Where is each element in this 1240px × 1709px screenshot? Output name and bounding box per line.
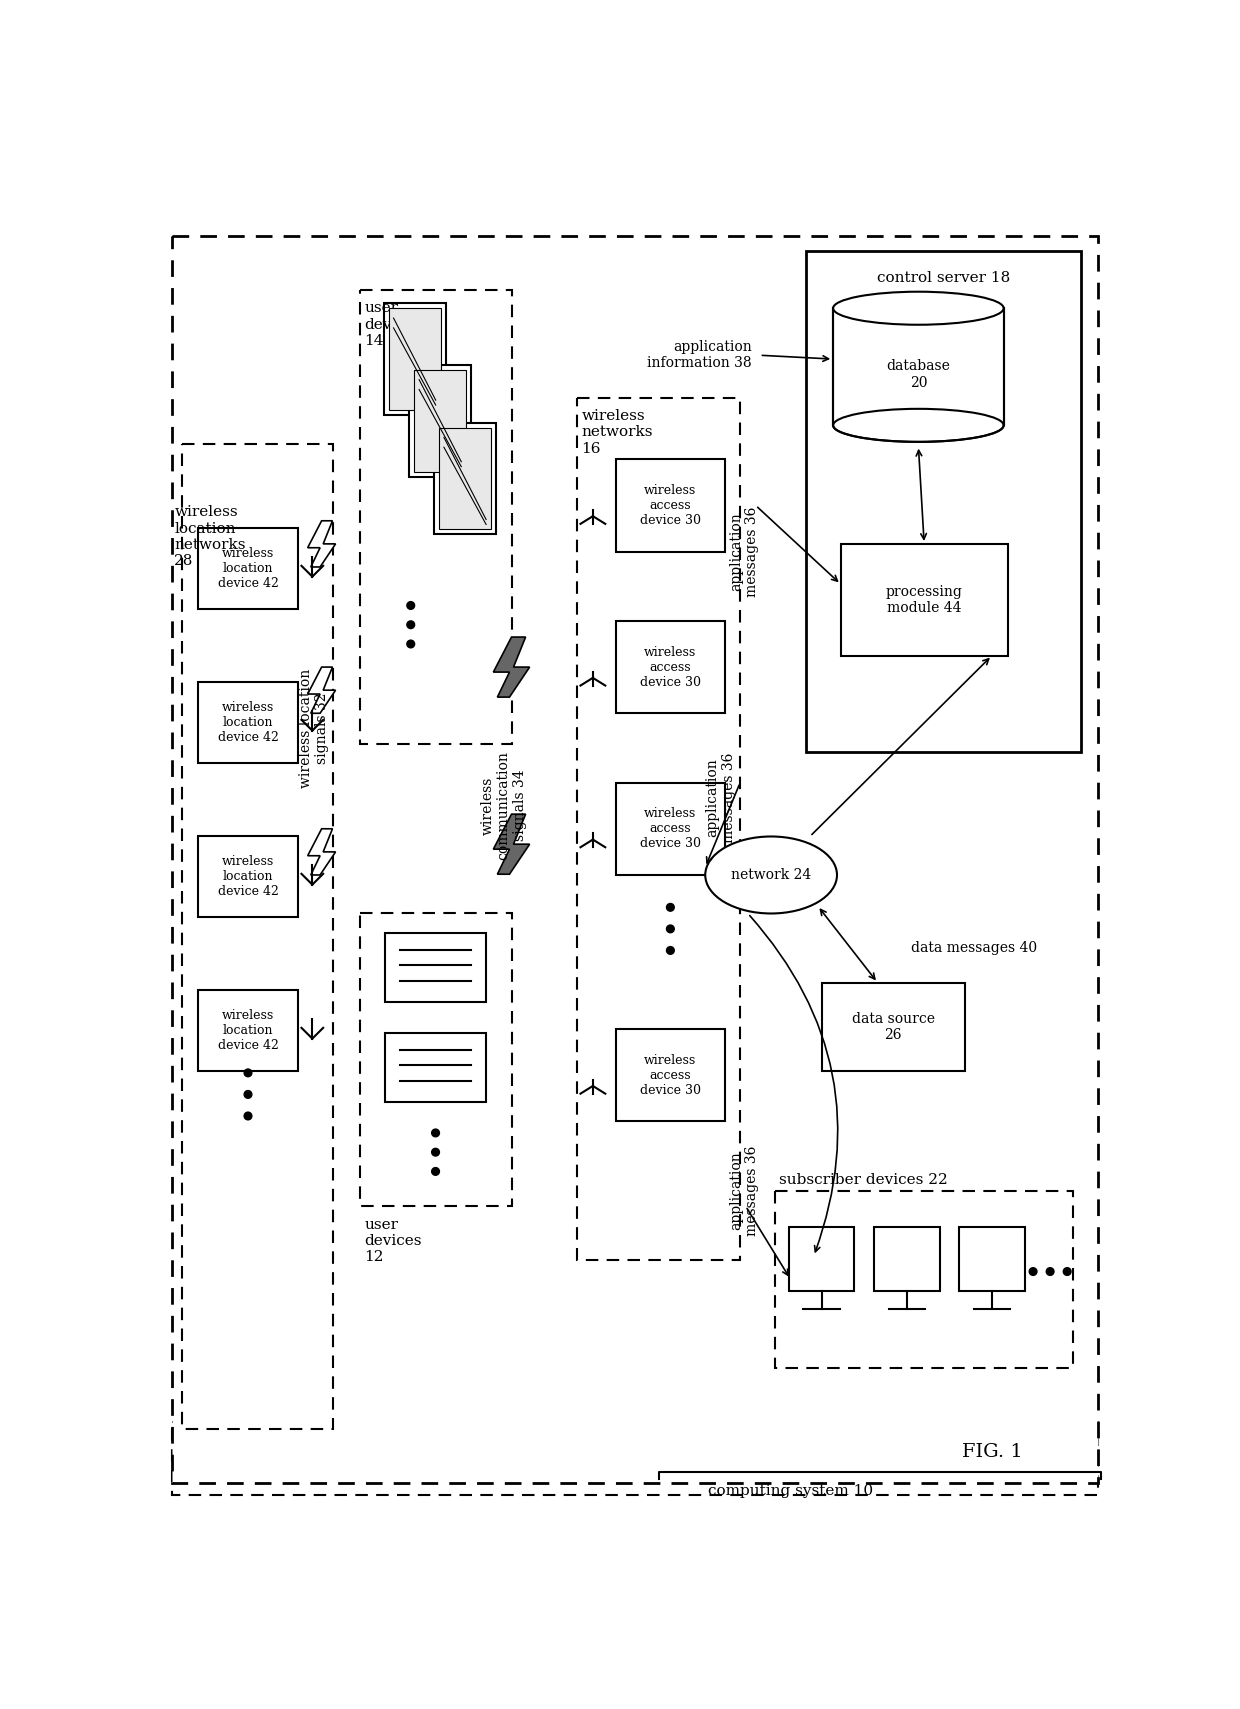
Bar — [833, 308, 1003, 426]
Ellipse shape — [833, 292, 1003, 325]
Text: data messages 40: data messages 40 — [910, 942, 1037, 955]
Text: wireless
access
device 30: wireless access device 30 — [640, 646, 701, 689]
Bar — [197, 528, 299, 610]
Bar — [361, 291, 511, 743]
Circle shape — [1047, 1268, 1054, 1275]
Text: user
devices
14: user devices 14 — [365, 301, 422, 347]
Bar — [383, 302, 445, 415]
Text: wireless
location
device 42: wireless location device 42 — [217, 856, 279, 899]
Bar — [616, 620, 724, 713]
Circle shape — [667, 925, 675, 933]
Circle shape — [244, 1070, 252, 1077]
Bar — [409, 364, 471, 477]
Text: wireless
access
device 30: wireless access device 30 — [640, 807, 701, 851]
Text: wireless
communication
signals 34: wireless communication signals 34 — [481, 752, 527, 860]
Circle shape — [407, 620, 414, 629]
Circle shape — [432, 1130, 439, 1136]
Bar — [388, 308, 440, 410]
Bar — [959, 1227, 1025, 1290]
Bar — [361, 914, 511, 1207]
Circle shape — [407, 641, 414, 648]
Text: wireless location
signals 32: wireless location signals 32 — [299, 668, 329, 788]
Bar — [197, 991, 299, 1072]
Polygon shape — [308, 521, 336, 567]
Text: application
information 38: application information 38 — [647, 340, 751, 371]
Text: processing
module 44: processing module 44 — [885, 584, 962, 615]
Circle shape — [407, 602, 414, 610]
Bar — [616, 460, 724, 552]
Bar — [874, 1227, 940, 1290]
Circle shape — [244, 1113, 252, 1119]
Bar — [616, 1029, 724, 1121]
Ellipse shape — [833, 408, 1003, 443]
Bar — [414, 369, 466, 472]
Text: application
messages 36: application messages 36 — [729, 1145, 759, 1236]
Circle shape — [1064, 1268, 1071, 1275]
Bar — [578, 398, 740, 1260]
Bar — [775, 1191, 1074, 1367]
Text: wireless
access
device 30: wireless access device 30 — [640, 484, 701, 526]
Text: subscriber devices 22: subscriber devices 22 — [779, 1172, 947, 1186]
Text: network 24: network 24 — [732, 868, 811, 882]
Text: wireless
access
device 30: wireless access device 30 — [640, 1054, 701, 1097]
Polygon shape — [308, 829, 336, 875]
Bar — [197, 682, 299, 764]
Bar — [806, 251, 1081, 752]
Bar — [434, 422, 496, 535]
Text: application
messages 36: application messages 36 — [729, 506, 759, 596]
Bar — [182, 444, 334, 1429]
Text: application
messages 36: application messages 36 — [706, 752, 735, 843]
Circle shape — [244, 1090, 252, 1099]
Text: data source
26: data source 26 — [852, 1012, 935, 1042]
Text: computing system 10: computing system 10 — [708, 1483, 873, 1499]
Bar — [616, 783, 724, 875]
Text: control server 18: control server 18 — [877, 270, 1011, 284]
Text: wireless
networks
16: wireless networks 16 — [582, 408, 652, 456]
Polygon shape — [494, 813, 529, 875]
Text: FIG. 1: FIG. 1 — [962, 1444, 1022, 1461]
Circle shape — [1029, 1268, 1037, 1275]
Bar — [172, 1422, 1099, 1495]
Text: user
devices
12: user devices 12 — [365, 1217, 422, 1265]
Circle shape — [667, 904, 675, 911]
Bar — [197, 836, 299, 918]
Circle shape — [667, 947, 675, 954]
Bar — [833, 426, 1003, 443]
Circle shape — [432, 1167, 439, 1176]
Ellipse shape — [706, 836, 837, 914]
Text: wireless
location
device 42: wireless location device 42 — [217, 547, 279, 590]
Bar — [841, 543, 1007, 656]
Bar — [821, 983, 965, 1072]
Polygon shape — [308, 667, 336, 713]
Polygon shape — [494, 637, 529, 697]
Text: wireless
location
device 42: wireless location device 42 — [217, 701, 279, 745]
Circle shape — [432, 1148, 439, 1155]
Bar — [789, 1227, 854, 1290]
Text: database
20: database 20 — [887, 359, 950, 390]
Bar — [439, 427, 491, 530]
Text: wireless
location
device 42: wireless location device 42 — [217, 1010, 279, 1053]
Bar — [386, 933, 486, 1001]
Text: wireless
location
networks
28: wireless location networks 28 — [175, 506, 246, 567]
Bar — [386, 1032, 486, 1102]
